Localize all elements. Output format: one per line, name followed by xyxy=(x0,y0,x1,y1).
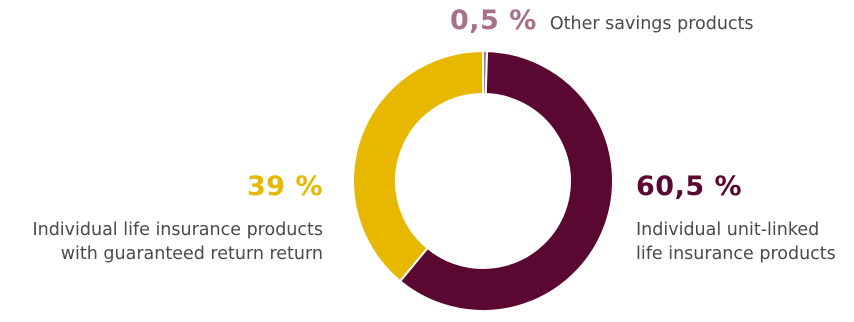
value-label-other-savings: 0,5 % xyxy=(450,5,537,36)
category-label-guaranteed-line2: with guaranteed return return xyxy=(60,244,323,264)
category-label-guaranteed: Individual life insurance products with … xyxy=(32,218,323,266)
category-label-unit-linked-line2: life insurance products xyxy=(636,244,836,264)
value-label-unit-linked: 60,5 % xyxy=(636,171,743,202)
category-label-guaranteed-line1: Individual life insurance products xyxy=(32,220,323,240)
slice-unit-linked xyxy=(398,50,614,312)
slice-guaranteed xyxy=(352,49,484,283)
value-label-guaranteed: 39 % xyxy=(246,171,323,202)
label-other-savings: 0,5 % Other savings products xyxy=(450,6,754,36)
category-label-other-savings: Other savings products xyxy=(549,14,754,34)
category-label-unit-linked-line1: Individual unit-linked xyxy=(636,220,820,240)
category-label-unit-linked: Individual unit-linked life insurance pr… xyxy=(636,218,836,266)
